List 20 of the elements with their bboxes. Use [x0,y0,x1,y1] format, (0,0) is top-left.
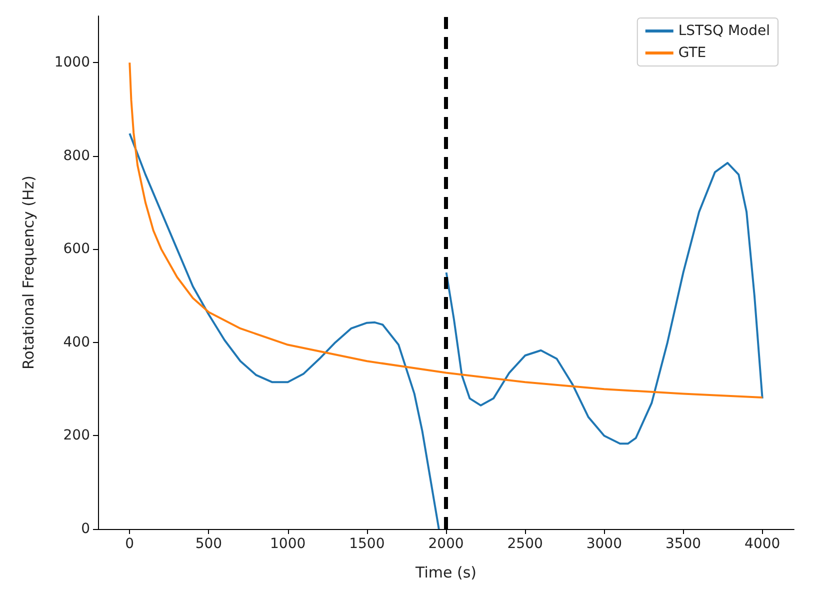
legend-label: LSTSQ Model [678,23,770,39]
x-tick-label: 3000 [586,536,622,552]
y-axis-title: Rotational Frequency (Hz) [20,176,38,370]
y-tick-label: 800 [63,148,90,164]
x-tick-label: 2500 [507,536,543,552]
legend-label: GTE [678,45,706,61]
x-tick-label: 1000 [270,536,306,552]
x-tick-label: 0 [125,536,134,552]
y-tick-label: 0 [81,521,90,537]
x-tick-label: 500 [195,536,222,552]
x-tick-label: 2000 [428,536,464,552]
y-tick-label: 600 [63,241,90,258]
y-tick-label: 1000 [54,54,90,71]
x-tick-label: 3500 [665,536,702,552]
x-tick-label: 4000 [744,536,780,552]
y-tick-label: 400 [63,334,90,350]
line-series [128,62,764,398]
y-tick-label: 200 [63,428,90,444]
x-axis-title: Time (s) [414,564,476,582]
x-tick-label: 1500 [349,536,385,552]
